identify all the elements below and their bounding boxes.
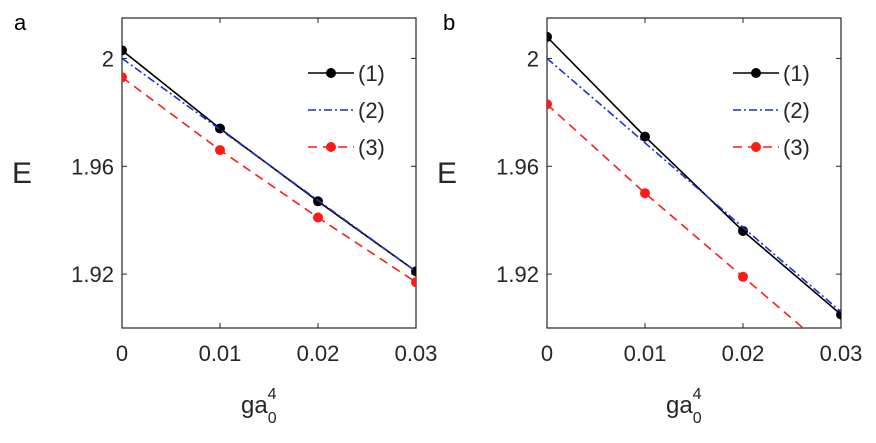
- y-tick-label: 1.96: [71, 154, 114, 179]
- x-tick-label: 0: [116, 341, 128, 366]
- x-tick-label: 0.03: [395, 341, 438, 366]
- y-tick-label: 2: [527, 46, 539, 71]
- legend-swatch-marker: [751, 68, 761, 78]
- data-point: [640, 131, 650, 142]
- x-axis-label-sup: 4: [693, 386, 702, 403]
- legend-label: (2): [358, 98, 385, 123]
- legend-item-2: (2): [733, 98, 810, 123]
- x-tick-label: 0.01: [624, 341, 667, 366]
- legend-item-3: (3): [733, 135, 810, 160]
- series-line-3: [122, 76, 416, 283]
- data-point: [640, 188, 650, 199]
- plot-area: [121, 17, 417, 329]
- x-axis-label-sup: 4: [268, 386, 277, 403]
- y-axis-label: E: [437, 157, 457, 190]
- x-axis-label: ga0 4: [666, 386, 702, 427]
- legend-item-3: (3): [308, 135, 385, 160]
- legend-label: (3): [783, 135, 810, 160]
- series-line-2: [547, 57, 841, 313]
- series-line-1: [547, 36, 841, 316]
- series-2: [122, 57, 416, 273]
- data-point: [313, 212, 323, 223]
- legend-item-2: (2): [308, 98, 385, 123]
- legend-swatch-marker: [326, 68, 336, 78]
- x-tick-label: 0.02: [722, 341, 765, 366]
- y-tick-label: 1.96: [496, 154, 539, 179]
- x-tick-label: 0.02: [297, 341, 340, 366]
- data-point: [122, 72, 127, 83]
- y-tick-label: 1.92: [71, 262, 114, 287]
- panel-label: b: [443, 10, 455, 35]
- data-point: [738, 271, 748, 282]
- data-point: [836, 309, 841, 320]
- x-axis-label-base: ga: [666, 392, 693, 419]
- data-point: [547, 31, 552, 42]
- data-point: [547, 99, 552, 110]
- data-point: [215, 123, 225, 134]
- series-2: [547, 57, 841, 313]
- series-3: [547, 99, 805, 328]
- x-tick-label: 0.03: [820, 341, 863, 366]
- data-point: [411, 277, 416, 288]
- legend-label: (2): [783, 98, 810, 123]
- series-3: [122, 72, 416, 288]
- legend-label: (3): [358, 135, 385, 160]
- x-axis-label-sub: 0: [268, 410, 277, 427]
- x-axis-label-sub: 0: [693, 410, 702, 427]
- data-point: [215, 145, 225, 156]
- data-point: [122, 45, 127, 56]
- legend-swatch-marker: [326, 142, 336, 152]
- x-axis-label-base: ga: [241, 392, 268, 419]
- y-tick-label: 1.92: [496, 262, 539, 287]
- y-tick-label: 2: [102, 46, 114, 71]
- x-tick-label: 0.01: [199, 341, 242, 366]
- legend-swatch-marker: [751, 142, 761, 152]
- panel-label: a: [14, 10, 27, 35]
- plot-area: [546, 17, 842, 329]
- x-axis-label: ga0 4: [241, 386, 277, 427]
- series-line-2: [122, 57, 416, 273]
- legend-item-1: (1): [308, 61, 385, 86]
- y-axis-label: E: [12, 157, 32, 190]
- legend-label: (1): [358, 61, 385, 86]
- legend-label: (1): [783, 61, 810, 86]
- x-tick-label: 0: [541, 341, 553, 366]
- legend-item-1: (1): [733, 61, 810, 86]
